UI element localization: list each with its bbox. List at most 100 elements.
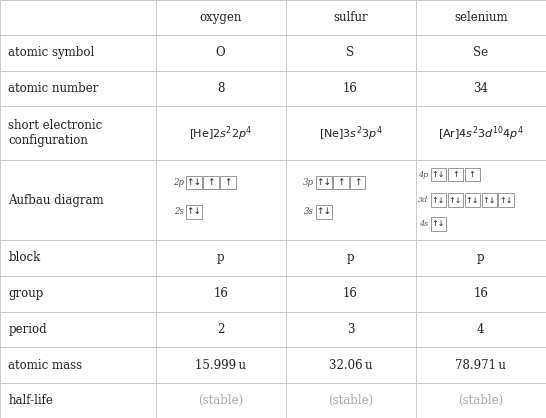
Bar bbox=[203, 176, 218, 189]
Bar bbox=[286, 35, 416, 71]
Bar bbox=[416, 107, 546, 160]
Bar bbox=[186, 205, 201, 219]
Text: atomic mass: atomic mass bbox=[8, 359, 82, 372]
Bar bbox=[0, 276, 156, 311]
Bar bbox=[156, 107, 286, 160]
Text: ↑↓: ↑↓ bbox=[432, 219, 445, 228]
Text: ↑: ↑ bbox=[224, 178, 232, 187]
Bar bbox=[0, 71, 156, 107]
Bar bbox=[286, 71, 416, 107]
Bar bbox=[448, 168, 463, 181]
Text: period: period bbox=[8, 323, 47, 336]
Bar bbox=[431, 217, 446, 231]
Text: 16: 16 bbox=[473, 287, 488, 300]
Text: (stable): (stable) bbox=[328, 394, 373, 407]
Text: ↑↓: ↑↓ bbox=[187, 178, 201, 187]
Text: S: S bbox=[347, 46, 354, 59]
Bar bbox=[286, 276, 416, 311]
Bar bbox=[416, 71, 546, 107]
Text: 2: 2 bbox=[217, 323, 224, 336]
Text: (stable): (stable) bbox=[198, 394, 243, 407]
Bar bbox=[286, 347, 416, 383]
Bar bbox=[316, 205, 331, 219]
Text: 8: 8 bbox=[217, 82, 224, 95]
Bar bbox=[416, 240, 546, 276]
Bar bbox=[498, 193, 514, 207]
Bar bbox=[156, 160, 286, 240]
Text: Se: Se bbox=[473, 46, 488, 59]
Text: ↑↓: ↑↓ bbox=[432, 196, 445, 204]
Text: block: block bbox=[8, 251, 40, 264]
Bar bbox=[156, 347, 286, 383]
Bar bbox=[156, 276, 286, 311]
Bar bbox=[0, 347, 156, 383]
Bar bbox=[0, 0, 156, 35]
Bar bbox=[0, 35, 156, 71]
Bar bbox=[286, 383, 416, 418]
Text: $\mathrm{[Ar]}4s^23d^{10}4p^4$: $\mathrm{[Ar]}4s^23d^{10}4p^4$ bbox=[438, 124, 524, 143]
Bar bbox=[186, 176, 201, 189]
Text: 4p: 4p bbox=[418, 171, 429, 178]
Text: ↑↓: ↑↓ bbox=[483, 196, 496, 204]
Bar bbox=[465, 193, 480, 207]
Bar bbox=[416, 383, 546, 418]
Text: ↑↓: ↑↓ bbox=[432, 170, 445, 179]
Bar bbox=[286, 311, 416, 347]
Text: ↑: ↑ bbox=[354, 178, 361, 187]
Bar bbox=[220, 176, 235, 189]
Text: 4s: 4s bbox=[419, 220, 429, 228]
Text: 16: 16 bbox=[213, 287, 228, 300]
Text: short electronic: short electronic bbox=[8, 119, 103, 133]
Bar bbox=[431, 168, 446, 181]
Text: $\mathrm{[He]}2s^22p^4$: $\mathrm{[He]}2s^22p^4$ bbox=[189, 124, 252, 143]
Bar bbox=[465, 168, 480, 181]
Text: Aufbau diagram: Aufbau diagram bbox=[8, 194, 104, 206]
Text: p: p bbox=[217, 251, 224, 264]
Text: selenium: selenium bbox=[454, 11, 508, 24]
Bar bbox=[416, 35, 546, 71]
Text: ↑↓: ↑↓ bbox=[466, 196, 479, 204]
Text: 3: 3 bbox=[347, 323, 354, 336]
Bar bbox=[156, 240, 286, 276]
Bar bbox=[0, 311, 156, 347]
Text: ↑↓: ↑↓ bbox=[317, 207, 331, 217]
Bar bbox=[350, 176, 365, 189]
Bar bbox=[416, 347, 546, 383]
Text: atomic symbol: atomic symbol bbox=[8, 46, 94, 59]
Text: 78.971 u: 78.971 u bbox=[455, 359, 506, 372]
Text: atomic number: atomic number bbox=[8, 82, 99, 95]
Text: 3d: 3d bbox=[418, 196, 429, 204]
Bar bbox=[286, 0, 416, 35]
Text: sulfur: sulfur bbox=[333, 11, 368, 24]
Text: 32.06 u: 32.06 u bbox=[329, 359, 372, 372]
Text: ↑: ↑ bbox=[207, 178, 215, 187]
Text: $\mathrm{[Ne]}3s^23p^4$: $\mathrm{[Ne]}3s^23p^4$ bbox=[319, 124, 382, 143]
Bar bbox=[333, 176, 348, 189]
Text: 16: 16 bbox=[343, 287, 358, 300]
Text: p: p bbox=[347, 251, 354, 264]
Bar bbox=[0, 160, 156, 240]
Text: O: O bbox=[216, 46, 225, 59]
Bar bbox=[0, 383, 156, 418]
Bar bbox=[156, 383, 286, 418]
Text: configuration: configuration bbox=[8, 134, 88, 148]
Text: 2p: 2p bbox=[173, 178, 184, 187]
Bar bbox=[316, 176, 331, 189]
Bar bbox=[416, 311, 546, 347]
Bar bbox=[286, 160, 416, 240]
Text: 2s: 2s bbox=[174, 207, 184, 217]
Text: (stable): (stable) bbox=[458, 394, 503, 407]
Text: ↑↓: ↑↓ bbox=[449, 196, 462, 204]
Text: ↑: ↑ bbox=[337, 178, 345, 187]
Text: 3p: 3p bbox=[303, 178, 314, 187]
Text: 16: 16 bbox=[343, 82, 358, 95]
Bar bbox=[156, 311, 286, 347]
Bar bbox=[0, 107, 156, 160]
Bar bbox=[431, 193, 446, 207]
Text: half-life: half-life bbox=[8, 394, 53, 407]
Text: 34: 34 bbox=[473, 82, 488, 95]
Text: oxygen: oxygen bbox=[199, 11, 242, 24]
Bar bbox=[156, 35, 286, 71]
Bar bbox=[286, 240, 416, 276]
Text: ↑↓: ↑↓ bbox=[500, 196, 513, 204]
